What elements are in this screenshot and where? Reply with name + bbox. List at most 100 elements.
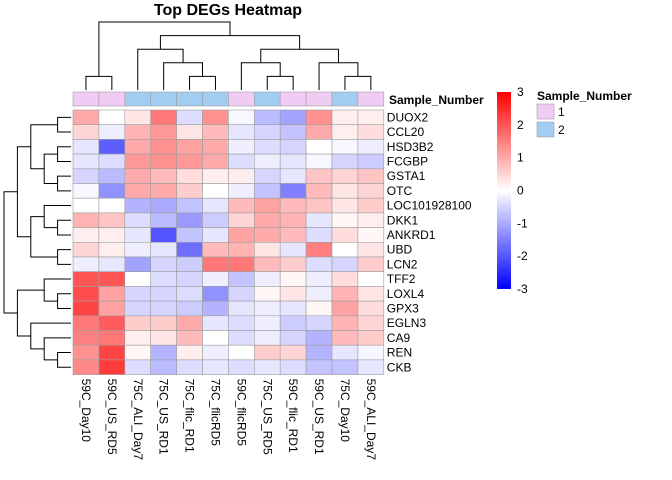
- heatmap-cell: [305, 153, 333, 170]
- heatmap-cell: [150, 153, 177, 170]
- row-label: FCGBP: [387, 154, 428, 168]
- heatmap-cell: [228, 197, 255, 214]
- heatmap-cell: [279, 300, 307, 317]
- heatmap-cell: [202, 109, 229, 125]
- annotation-cell: [305, 91, 333, 107]
- column-label: 59C_US_RD5: [105, 379, 119, 455]
- colorbar-ticks: 3 2 1 0 -1 -2 -3: [517, 85, 528, 296]
- heatmap-cell: [176, 315, 203, 331]
- heatmap-cell: [124, 109, 152, 125]
- column-dendrogram-branch: [85, 75, 113, 90]
- annotation-cell: [228, 91, 255, 107]
- heatmap-cell: [72, 286, 100, 302]
- heatmap-cell: [357, 344, 385, 361]
- heatmap-cell: [305, 286, 333, 302]
- heatmap-cell: [305, 139, 333, 155]
- heatmap-cell: [176, 242, 203, 258]
- heatmap-cell: [331, 212, 359, 228]
- heatmap-cell: [202, 153, 229, 170]
- heatmap-cell: [254, 315, 281, 331]
- heatmap-cell: [124, 344, 152, 361]
- heatmap-cell: [150, 286, 177, 302]
- heatmap-cell: [357, 168, 385, 184]
- heatmap-cell: [176, 359, 203, 375]
- heatmap-cell: [305, 183, 333, 199]
- column-label: 59C_US_RD1: [312, 379, 326, 455]
- colorbar-tick-label: 3: [517, 85, 524, 99]
- heatmap-cell: [124, 183, 152, 199]
- heatmap-cell: [357, 212, 385, 228]
- heatmap-cell: [357, 183, 385, 199]
- heatmap-cell: [331, 286, 359, 302]
- heatmap-cell: [98, 300, 126, 317]
- heatmap-cell: [228, 124, 255, 140]
- row-label: GSTA1: [387, 169, 426, 183]
- heatmap-cell: [279, 330, 307, 346]
- column-dendrogram-branch: [266, 75, 294, 90]
- heatmap-cell: [331, 139, 359, 155]
- heatmap-cell: [228, 212, 255, 228]
- colorbar: [497, 92, 511, 289]
- heatmap-cell: [331, 271, 359, 287]
- heatmap-cell: [176, 300, 203, 317]
- heatmap-cell: [98, 153, 126, 170]
- heatmap-cell: [124, 168, 152, 184]
- heatmap-cell: [357, 227, 385, 243]
- heatmap-cell: [98, 242, 126, 258]
- heatmap-cell: [150, 256, 177, 272]
- heatmap-cell: [124, 286, 152, 302]
- annotation-cell: [72, 91, 100, 107]
- heatmap-cell: [176, 256, 203, 272]
- heatmap-cell: [202, 271, 229, 287]
- heatmap-cell: [176, 197, 203, 214]
- heatmap-cell: [357, 359, 385, 375]
- column-label: 75C_ALI_Day7: [131, 379, 145, 461]
- heatmap-cell: [254, 212, 281, 228]
- row-label: CKB: [387, 360, 412, 374]
- colorbar-tick-label: -3: [517, 282, 528, 296]
- heatmap-cell: [331, 300, 359, 317]
- heatmap-cell: [150, 359, 177, 375]
- heatmap-cell: [124, 359, 152, 375]
- column-dendrogram-branch: [163, 62, 203, 90]
- row-label: REN: [387, 346, 412, 360]
- row-label: OTC: [387, 184, 413, 198]
- column-dendrogram: [85, 21, 372, 90]
- heatmap-cell: [305, 315, 333, 331]
- column-label: 59C_ALI_Day7: [364, 379, 378, 461]
- heatmap-cell: [150, 344, 177, 361]
- heatmap-cell: [279, 153, 307, 170]
- row-label: LOC101928100: [387, 199, 472, 213]
- heatmap-cell: [279, 139, 307, 155]
- heatmap-cell: [279, 359, 307, 375]
- row-dendrogram-branch: [57, 352, 71, 368]
- heatmap-cell: [254, 124, 281, 140]
- heatmap-cell: [98, 286, 126, 302]
- column-labels: 59C_Day10 59C_US_RD5 75C_ALI_Day7 75C_US_RD…: [79, 379, 378, 461]
- row-dendrogram-branch: [30, 216, 58, 258]
- heatmap-cell: [98, 212, 126, 228]
- heatmap-cell: [279, 242, 307, 258]
- column-label: 75C_flic_RD1: [183, 379, 197, 453]
- row-dendrogram-branch: [30, 124, 58, 170]
- heatmap-cell: [305, 330, 333, 346]
- heatmap-cell: [72, 212, 100, 228]
- heatmap-cell: [228, 168, 255, 184]
- row-label: CCL20: [387, 125, 425, 139]
- row-dendrogram-branch: [43, 205, 71, 229]
- column-dendrogram-branch: [240, 62, 281, 90]
- heatmap-cell: [124, 271, 152, 287]
- heatmap-cell: [305, 300, 333, 317]
- annotation-cell: [150, 91, 177, 107]
- heatmap-cell: [176, 271, 203, 287]
- row-dendrogram-branch: [30, 322, 71, 350]
- column-label: 59C_Day10: [79, 379, 93, 443]
- heatmap-cell: [150, 212, 177, 228]
- heatmap-cell: [202, 183, 229, 199]
- row-dendrogram: [3, 116, 71, 368]
- annotation-cell: [357, 91, 385, 107]
- heatmap-cell: [98, 124, 126, 140]
- heatmap-cell: [72, 197, 100, 214]
- colorbar-tick-label: -1: [517, 216, 528, 230]
- heatmap-cell: [72, 109, 100, 125]
